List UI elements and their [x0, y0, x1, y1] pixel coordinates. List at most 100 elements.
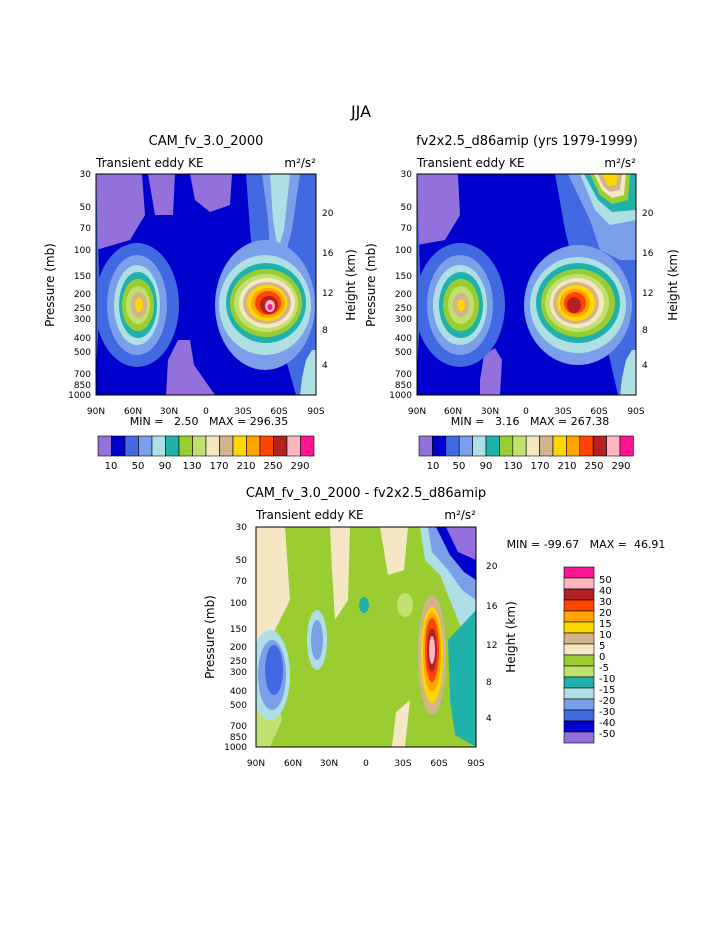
x-tick-label: 60N: [284, 759, 302, 769]
y-axis-left: 30 50 70 100 150 200 250 300 400 500 700…: [224, 523, 247, 753]
colorbar-label: 50: [453, 461, 466, 472]
y-axis-label-right: Height (km): [344, 249, 358, 320]
y-right-tick-label: 20: [486, 562, 498, 572]
colorbar-swatch: [539, 435, 554, 457]
colorbar-label: 10: [105, 461, 118, 472]
x-tick-label: 60S: [270, 407, 287, 417]
units-label: m²/s²: [444, 508, 476, 522]
x-tick-label: 30N: [320, 759, 338, 769]
y-tick-label: 850: [74, 381, 91, 391]
colorbar-swatch: [219, 435, 234, 457]
colorbar-swatch: [563, 599, 595, 612]
y-axis-label: Pressure (mb): [364, 243, 378, 327]
colorbar-swatch: [563, 709, 595, 722]
colorbar-swatch: [246, 435, 261, 457]
colorbar-swatch: [445, 435, 460, 457]
y-axis-left: 30 50 70 100 150 200 250 300 400 500 700…: [68, 170, 91, 401]
colorbar: [97, 435, 315, 457]
colorbar-swatch: [563, 577, 595, 590]
y-right-tick-label: 12: [642, 289, 653, 299]
page-title: JJA: [350, 102, 371, 121]
y-tick-label: 50: [401, 203, 413, 213]
x-tick-label: 60N: [124, 407, 142, 417]
colorbar-label: 250: [263, 461, 282, 472]
colorbar-label: 90: [480, 461, 493, 472]
y-tick-label: 300: [395, 315, 412, 325]
y-tick-label: 500: [395, 348, 412, 358]
units-label: m²/s²: [604, 156, 636, 170]
colorbar-swatch: [205, 435, 220, 457]
colorbar-swatch: [97, 435, 112, 457]
colorbar-swatch: [563, 610, 595, 623]
colorbar-swatch: [286, 435, 301, 457]
y-tick-label: 850: [230, 733, 247, 743]
y-tick-label: 30: [401, 170, 413, 180]
y-right-tick-label: 12: [486, 641, 497, 651]
colorbar-label: 250: [584, 461, 603, 472]
colorbar-swatch: [563, 621, 595, 634]
contour-field: [256, 527, 476, 747]
colorbar-swatch: [552, 435, 567, 457]
colorbar-swatch: [111, 435, 126, 457]
colorbar-swatch: [151, 435, 166, 457]
y-right-tick-label: 16: [486, 602, 498, 612]
contour-field: [417, 174, 636, 395]
colorbar-label: 210: [557, 461, 576, 472]
colorbar-swatch: [499, 435, 514, 457]
colorbar-label: 0: [599, 652, 605, 663]
y-tick-label: 700: [74, 370, 91, 380]
colorbar-swatch: [259, 435, 274, 457]
colorbar-swatch: [563, 632, 595, 645]
colorbar-swatch: [563, 731, 595, 744]
x-axis: 90N 60N 30N 0 30S 60S 90S: [247, 759, 485, 769]
y-right-tick-label: 8: [486, 678, 492, 688]
y-right-tick-label: 20: [322, 209, 334, 219]
y-tick-label: 150: [230, 625, 247, 635]
colorbar-label: 170: [530, 461, 549, 472]
y-right-tick-label: 4: [322, 361, 328, 371]
plot-frame: [255, 526, 477, 748]
contour-field: [96, 174, 316, 395]
y-tick-label: 50: [236, 556, 248, 566]
plot-frame: [416, 173, 637, 396]
x-tick-label: 0: [363, 759, 369, 769]
y-tick-label: 1000: [224, 743, 247, 753]
colorbar-swatch: [300, 435, 315, 457]
colorbar-label: -10: [599, 674, 615, 685]
y-tick-label: 250: [74, 304, 91, 314]
y-axis-label: Pressure (mb): [43, 243, 57, 327]
colorbar-label: -40: [599, 718, 615, 729]
panel-fv2x2.5: fv2x2.5_d86amip (yrs 1979-1999) Transien…: [364, 134, 680, 472]
x-tick-label: 90N: [87, 407, 105, 417]
y-right-tick-label: 8: [322, 326, 328, 336]
colorbar-swatch: [563, 698, 595, 711]
colorbar-swatch: [579, 435, 594, 457]
colorbar-swatch: [124, 435, 139, 457]
colorbar-label: 30: [599, 597, 612, 608]
stats-label: MIN = 2.50 MAX = 296.35: [130, 415, 288, 428]
colorbar-label: -20: [599, 696, 615, 707]
colorbar-label: 290: [611, 461, 630, 472]
y-tick-label: 70: [236, 577, 248, 587]
y-tick-label: 300: [74, 315, 91, 325]
y-tick-label: 300: [230, 668, 247, 678]
y-axis-left: 30 50 70 100 150 200 250 300 400 500 700…: [389, 170, 412, 401]
x-axis: 90N 60N 30N 0 30S 60S 90S: [408, 407, 645, 417]
colorbar-swatch: [566, 435, 581, 457]
x-tick-label: 90N: [408, 407, 426, 417]
y-right-tick-label: 8: [642, 326, 648, 336]
y-tick-label: 70: [80, 224, 92, 234]
x-tick-label: 30S: [234, 407, 251, 417]
y-tick-label: 500: [230, 701, 247, 711]
x-tick-label: 90N: [247, 759, 265, 769]
colorbar-label: 90: [159, 461, 172, 472]
colorbar-label: 10: [427, 461, 440, 472]
y-tick-label: 250: [230, 657, 247, 667]
colorbar: [563, 566, 595, 744]
y-tick-label: 500: [74, 348, 91, 358]
colorbar-swatch: [165, 435, 180, 457]
colorbar-swatch: [606, 435, 621, 457]
colorbar-swatch: [232, 435, 247, 457]
chart-title: fv2x2.5_d86amip (yrs 1979-1999): [416, 134, 638, 149]
y-tick-label: 400: [395, 334, 412, 344]
